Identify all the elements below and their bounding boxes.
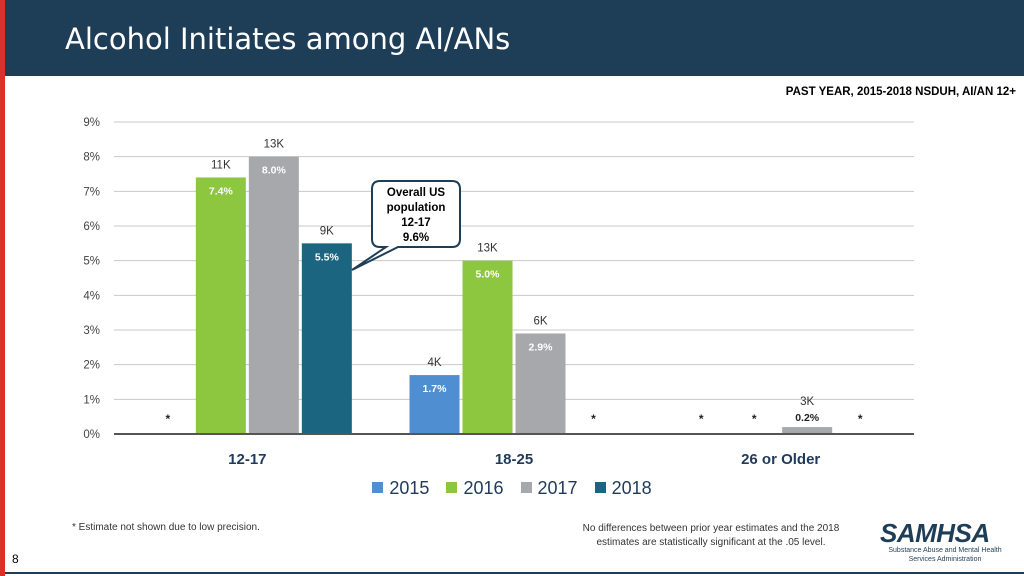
x-category-label: 26 or Older — [741, 451, 820, 468]
legend-item-2017: 2017 — [520, 478, 578, 499]
bar-2016 — [462, 260, 513, 434]
footnote-significance-line1: No differences between prior year estima… — [582, 523, 840, 534]
accent-bar — [0, 0, 5, 576]
legend-swatch-2015 — [372, 482, 384, 493]
logo-tagline-line1: Substance Abuse and Mental Health — [888, 547, 1002, 554]
bar-2018 — [301, 243, 352, 434]
header-bar: Alcohol Initiates among AI/ANs — [5, 0, 1024, 76]
bar-value-label: 1.7% — [423, 383, 448, 395]
footnote-significance: No differences between prior year estima… — [566, 522, 856, 550]
bar-value-label: 7.4% — [209, 185, 234, 197]
samhsa-logo: SAMHSA Substance Abuse and Mental Health… — [880, 520, 1010, 564]
annotation-callout — [351, 180, 461, 271]
y-tick-label: 2% — [83, 360, 100, 372]
chart-subtitle: PAST YEAR, 2015-2018 NSDUH, AI/AN 12+ — [785, 86, 1016, 98]
x-category-label: 12-17 — [228, 451, 266, 468]
logo-tagline-line2: Services Administration — [908, 556, 982, 563]
x-category-label: 18-25 — [495, 451, 533, 468]
bar-value-label: 5.0% — [476, 269, 501, 281]
y-tick-label: 3% — [83, 325, 100, 337]
y-tick-label: 4% — [83, 290, 100, 302]
legend-swatch-2016 — [446, 482, 458, 493]
legend-swatch-2017 — [520, 482, 532, 493]
bottom-divider — [5, 572, 1024, 574]
legend-item-2016: 2016 — [446, 478, 503, 499]
legend-item-2015: 2015 — [372, 478, 429, 499]
bar-count-label: 9K — [320, 225, 334, 237]
footnote-low-precision: * Estimate not shown due to low precisio… — [72, 522, 260, 533]
bar-value-label: 8.0% — [262, 165, 287, 177]
y-tick-label: 5% — [83, 256, 100, 268]
legend-swatch-2018 — [594, 482, 606, 493]
suppressed-estimate-marker: * — [858, 412, 863, 426]
legend-label-2016: 2016 — [463, 478, 504, 498]
suppressed-estimate-marker: * — [752, 412, 757, 426]
page-title: Alcohol Initiates among AI/ANs — [65, 22, 511, 56]
bar-count-label: 4K — [427, 357, 441, 369]
legend-item-2018: 2018 — [594, 478, 652, 499]
bar-count-label: 13K — [477, 243, 498, 255]
bar-2015 — [409, 375, 460, 434]
y-tick-label: 8% — [83, 152, 100, 164]
annotation-text-line: population — [387, 202, 446, 214]
bar-2017 — [515, 333, 566, 434]
footnote-significance-line2: estimates are statistically significant … — [596, 537, 826, 548]
legend-label-2015: 2015 — [389, 478, 430, 498]
y-tick-label: 1% — [83, 394, 100, 406]
y-tick-label: 6% — [83, 221, 100, 233]
y-tick-label: 9% — [83, 117, 100, 129]
bar-count-label: 13K — [264, 139, 285, 151]
suppressed-estimate-marker: * — [699, 412, 704, 426]
bar-2016 — [195, 177, 246, 434]
logo-wordmark: SAMHSA — [880, 518, 990, 548]
suppressed-estimate-marker: * — [165, 412, 170, 426]
bar-count-label: 11K — [211, 159, 231, 171]
chart-legend: 2015 2016 2017 2018 — [0, 478, 1024, 499]
bar-value-label: 5.5% — [315, 251, 340, 263]
legend-label-2017: 2017 — [537, 478, 578, 498]
bar-2017 — [782, 427, 833, 434]
bar-value-label: 0.2% — [795, 412, 820, 424]
legend-label-2018: 2018 — [611, 478, 652, 498]
annotation-text-line: 9.6% — [403, 232, 429, 244]
bar-value-label: 2.9% — [529, 341, 554, 353]
bar-count-label: 6K — [533, 315, 547, 327]
annotation-text-line: Overall US — [387, 187, 445, 199]
suppressed-estimate-marker: * — [591, 412, 596, 426]
bar-2017 — [248, 156, 299, 434]
y-tick-label: 0% — [83, 429, 100, 441]
y-tick-label: 7% — [83, 186, 100, 198]
page-number: 8 — [12, 552, 19, 566]
annotation-text-line: 12-17 — [401, 217, 430, 229]
bar-count-label: 3K — [800, 396, 814, 408]
